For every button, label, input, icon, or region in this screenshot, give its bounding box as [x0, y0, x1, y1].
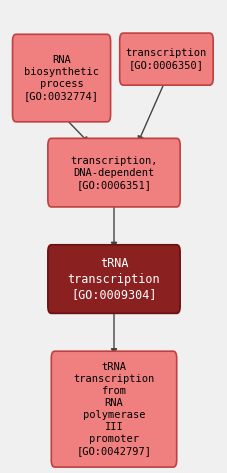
FancyBboxPatch shape: [48, 245, 179, 314]
Text: RNA
biosynthetic
process
[GO:0032774]: RNA biosynthetic process [GO:0032774]: [24, 55, 99, 101]
Text: tRNA
transcription
from
RNA
polymerase
III
promoter
[GO:0042797]: tRNA transcription from RNA polymerase I…: [73, 362, 154, 456]
FancyBboxPatch shape: [51, 351, 176, 467]
Text: transcription,
DNA-dependent
[GO:0006351]: transcription, DNA-dependent [GO:0006351…: [70, 156, 157, 190]
FancyBboxPatch shape: [48, 139, 179, 207]
Text: tRNA
transcription
[GO:0009304]: tRNA transcription [GO:0009304]: [67, 257, 160, 301]
FancyBboxPatch shape: [119, 33, 212, 85]
Text: transcription
[GO:0006350]: transcription [GO:0006350]: [125, 48, 206, 70]
FancyBboxPatch shape: [12, 35, 110, 122]
